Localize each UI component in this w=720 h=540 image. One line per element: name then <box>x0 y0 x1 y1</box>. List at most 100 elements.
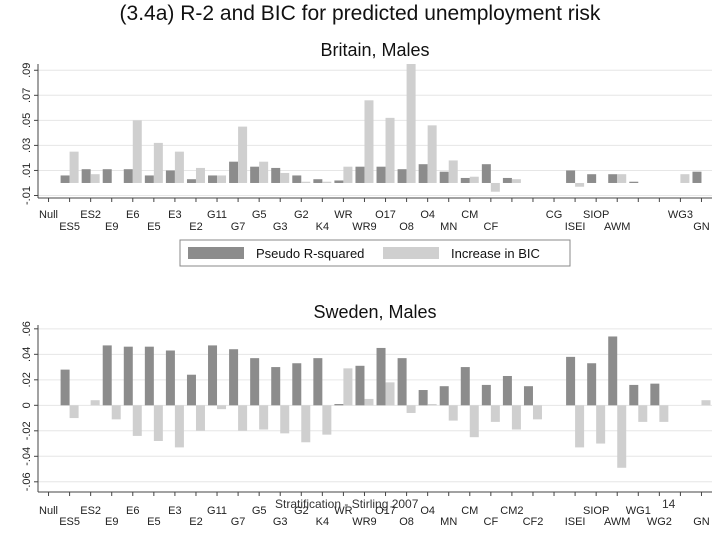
x-tick-label: E5 <box>147 516 160 528</box>
x-tick-label: G5 <box>252 505 267 517</box>
x-tick-label: ES2 <box>80 505 101 517</box>
bar-bic-increase <box>90 400 100 406</box>
bar-pseudo-r2 <box>292 363 302 406</box>
bar-bic-increase <box>259 161 269 183</box>
y-tick-label: .07 <box>21 88 33 103</box>
x-tick-label: GN <box>693 221 710 233</box>
y-tick-label: .04 <box>21 347 33 362</box>
bar-pseudo-r2 <box>418 390 428 406</box>
x-tick-label: AWM <box>604 516 630 528</box>
x-tick-label: E9 <box>105 221 118 233</box>
bar-bic-increase <box>385 382 395 406</box>
x-tick-label: O17 <box>375 209 396 221</box>
chart-title: Britain, Males <box>320 40 429 60</box>
bar-bic-increase <box>469 176 479 183</box>
legend-swatch-bic <box>383 247 439 259</box>
x-tick-label: CM2 <box>500 505 523 517</box>
bar-bic-increase <box>280 405 290 434</box>
x-tick-label: K4 <box>316 221 329 233</box>
bar-bic-increase <box>259 405 269 430</box>
legend-label-bic: Increase in BIC <box>451 246 540 261</box>
bar-pseudo-r2 <box>587 174 597 183</box>
bar-pseudo-r2 <box>523 386 533 406</box>
bar-pseudo-r2 <box>186 374 196 406</box>
y-tick-label: .05 <box>21 113 33 128</box>
x-tick-label: G7 <box>231 516 246 528</box>
bar-bic-increase <box>680 174 690 183</box>
bar-bic-increase <box>238 405 248 431</box>
x-tick-label: G2 <box>294 505 309 517</box>
y-tick-label: .01 <box>21 163 33 178</box>
bar-bic-increase <box>448 160 458 183</box>
x-tick-label: O8 <box>399 221 414 233</box>
bar-bic-increase <box>343 166 353 183</box>
x-tick-label: Null <box>39 505 58 517</box>
bar-pseudo-r2 <box>376 347 386 406</box>
y-tick-label: -.04 <box>21 447 33 466</box>
bar-pseudo-r2 <box>81 169 91 183</box>
bar-bic-increase <box>111 405 121 420</box>
x-tick-label: O17 <box>375 505 396 517</box>
x-tick-label: E2 <box>189 516 202 528</box>
x-tick-label: O4 <box>420 505 435 517</box>
bar-bic-increase <box>217 405 227 410</box>
x-tick-label: E6 <box>126 209 139 221</box>
bar-bic-increase <box>617 174 627 183</box>
bar-pseudo-r2 <box>439 386 449 406</box>
bar-bic-increase <box>174 151 184 183</box>
bar-bic-increase <box>469 405 479 438</box>
y-tick-label: .06 <box>21 321 33 336</box>
chart-title: Sweden, Males <box>313 302 436 322</box>
x-tick-label: E3 <box>168 209 181 221</box>
bar-bic-increase <box>301 405 311 443</box>
x-tick-label: ES5 <box>59 221 80 233</box>
bar-pseudo-r2 <box>418 164 428 183</box>
bar-bic-increase <box>532 405 542 420</box>
bar-bic-increase <box>427 125 437 183</box>
y-tick-label: -.01 <box>21 186 33 205</box>
bar-pseudo-r2 <box>376 166 386 183</box>
bar-bic-increase <box>701 400 711 406</box>
bar-pseudo-r2 <box>60 369 70 406</box>
bar-bic-increase <box>195 405 205 431</box>
x-tick-label: CM <box>461 505 478 517</box>
x-tick-label: GN <box>693 516 710 528</box>
bar-pseudo-r2 <box>608 174 618 183</box>
bar-bic-increase <box>69 405 79 419</box>
x-tick-label: G3 <box>273 221 288 233</box>
bar-bic-increase <box>132 120 142 183</box>
x-tick-label: WR <box>334 209 352 221</box>
bar-pseudo-r2 <box>313 358 323 406</box>
bar-pseudo-r2 <box>334 180 344 183</box>
bar-pseudo-r2 <box>271 367 281 406</box>
x-tick-label: WR9 <box>352 516 376 528</box>
bar-bic-increase <box>301 181 311 183</box>
footer-text: Stratification - Stirling 2007 <box>275 497 419 511</box>
bar-pseudo-r2 <box>60 175 70 183</box>
bar-bic-increase <box>174 405 184 448</box>
bar-pseudo-r2 <box>629 384 639 406</box>
bar-bic-increase <box>153 405 163 442</box>
y-tick-label: .09 <box>21 63 33 78</box>
x-tick-label: E2 <box>189 221 202 233</box>
x-tick-label: ISEI <box>565 221 586 233</box>
x-tick-label: O8 <box>399 516 414 528</box>
bar-pseudo-r2 <box>292 175 302 183</box>
x-tick-label: CM <box>461 209 478 221</box>
bar-pseudo-r2 <box>165 350 175 406</box>
x-tick-label: G11 <box>207 209 227 221</box>
bar-pseudo-r2 <box>165 170 175 183</box>
bar-bic-increase <box>490 182 500 192</box>
x-tick-label: ES5 <box>59 516 80 528</box>
bar-pseudo-r2 <box>271 167 281 183</box>
bar-pseudo-r2 <box>502 375 512 406</box>
bar-bic-increase <box>280 172 290 183</box>
bar-bic-increase <box>322 405 332 435</box>
bar-pseudo-r2 <box>313 179 323 183</box>
bar-pseudo-r2 <box>334 404 344 406</box>
bar-bic-increase <box>195 167 205 183</box>
x-tick-label: O4 <box>420 209 435 221</box>
bar-bic-increase <box>406 64 416 183</box>
bar-pseudo-r2 <box>460 177 470 183</box>
x-tick-label: E9 <box>105 516 118 528</box>
